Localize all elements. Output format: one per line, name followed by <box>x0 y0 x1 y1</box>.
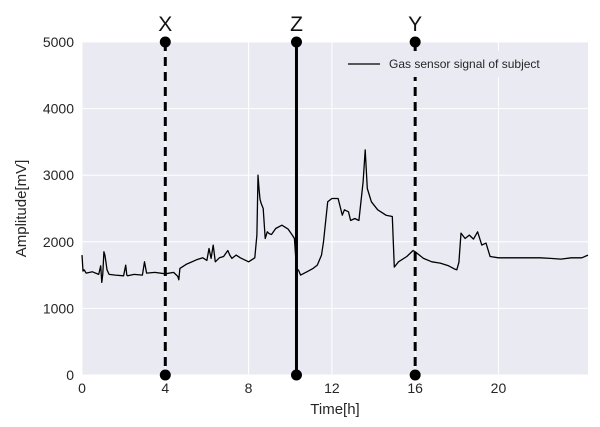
x-tick-label: 4 <box>161 380 169 396</box>
marker-label: Y <box>408 13 422 36</box>
y-axis-label: Amplitude[mV] <box>13 160 30 258</box>
marker-top-dot <box>290 36 302 48</box>
plot-background <box>82 42 588 375</box>
y-tick-label: 0 <box>66 367 74 383</box>
marker-line-x: X <box>158 13 172 381</box>
x-tick-label: 8 <box>245 380 253 396</box>
y-tick-labels: 0 1000 2000 3000 4000 5000 <box>43 34 74 383</box>
marker-line-z: Z <box>290 13 303 381</box>
y-tick-label: 1000 <box>43 300 74 316</box>
marker-label: X <box>158 13 172 36</box>
marker-bottom-dot <box>409 369 421 381</box>
x-tick-label: 16 <box>407 380 423 396</box>
x-tick-label: 12 <box>324 380 340 396</box>
x-tick-label: 20 <box>491 380 507 396</box>
marker-label: Z <box>290 13 303 36</box>
marker-bottom-dot <box>159 369 171 381</box>
x-axis-label: Time[h] <box>310 401 359 418</box>
marker-top-dot <box>409 36 421 48</box>
x-tick-labels: 0 4 8 12 16 20 <box>78 380 506 396</box>
legend-box <box>340 51 582 77</box>
y-tick-label: 3000 <box>43 167 74 183</box>
legend-label: Gas sensor signal of subject <box>389 57 540 71</box>
marker-top-dot <box>159 36 171 48</box>
x-tick-label: 0 <box>78 380 86 396</box>
marker-bottom-dot <box>290 369 302 381</box>
series-line <box>81 149 589 284</box>
y-tick-label: 5000 <box>43 34 74 50</box>
marker-line-y: Y <box>408 13 422 381</box>
y-tick-label: 4000 <box>43 101 74 117</box>
y-tick-label: 2000 <box>43 234 74 250</box>
legend: Gas sensor signal of subject <box>340 51 582 77</box>
series-layer <box>81 149 589 284</box>
